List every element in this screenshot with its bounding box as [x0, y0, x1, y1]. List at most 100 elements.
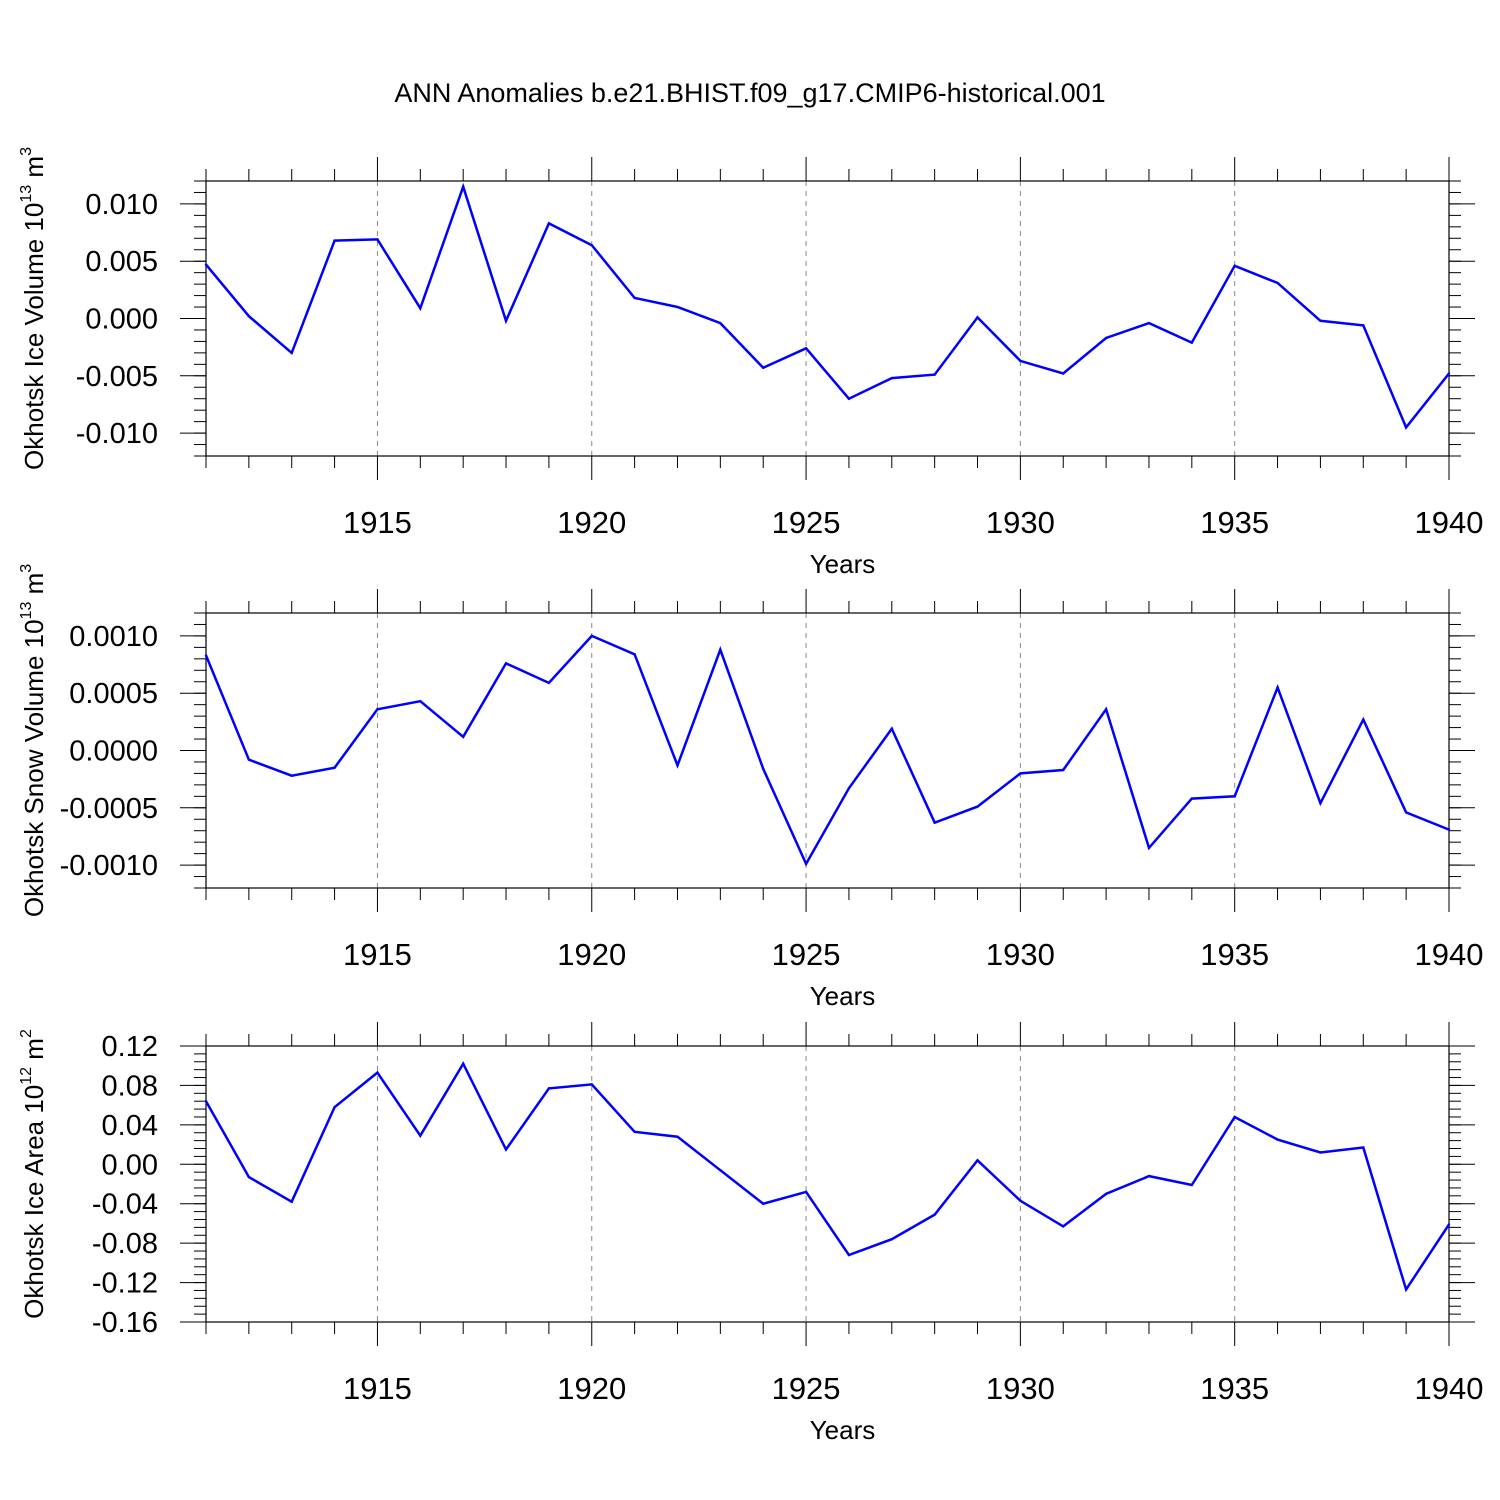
- plot-frame: [205, 180, 1450, 457]
- data-point: [762, 1202, 765, 1205]
- data-point: [633, 653, 636, 656]
- data-point: [890, 727, 893, 730]
- data-point: [933, 821, 936, 824]
- data-point: [976, 316, 979, 319]
- data-point: [1147, 846, 1151, 850]
- data-point: [976, 1159, 979, 1162]
- y-tick-label: 0.000: [85, 304, 158, 336]
- data-point: [1190, 341, 1194, 344]
- data-point: [1362, 718, 1365, 721]
- x-tick-label: 1925: [772, 505, 841, 540]
- data-point: [633, 1130, 636, 1133]
- y-tick-label: -0.005: [76, 361, 158, 393]
- data-point: [1319, 319, 1322, 322]
- data-point: [461, 1062, 465, 1065]
- data-point: [1362, 324, 1365, 327]
- data-point: [1019, 359, 1022, 363]
- y-axis-label-text: Okhotsk Ice Volume 10: [19, 203, 49, 470]
- y-axis-label-unit: m: [19, 156, 49, 185]
- y-axis-label-unit-exponent: 3: [18, 147, 35, 156]
- data-point: [1190, 1183, 1194, 1187]
- data-point: [333, 239, 336, 242]
- data-point: [547, 681, 551, 685]
- plot-frame: [205, 1045, 1450, 1323]
- data-point: [1319, 802, 1322, 805]
- y-tick-label: -0.16: [92, 1307, 158, 1339]
- x-tick-label: 1925: [772, 1371, 841, 1406]
- page-title: ANN Anomalies b.e21.BHIST.f09_g17.CMIP6-…: [394, 78, 1106, 108]
- data-point: [376, 708, 379, 711]
- data-point: [376, 1071, 379, 1074]
- x-tick-label: 1930: [986, 505, 1055, 540]
- y-tick-label: 0.0000: [69, 736, 158, 768]
- data-point: [1447, 372, 1451, 375]
- data-point: [847, 787, 851, 790]
- data-point: [676, 764, 679, 767]
- data-point: [333, 1105, 336, 1109]
- data-point: [719, 648, 722, 651]
- data-point: [204, 1100, 208, 1103]
- y-axis-label-unit: m: [19, 573, 49, 602]
- data-point: [676, 1135, 679, 1138]
- y-tick-label: -0.0010: [60, 850, 158, 882]
- data-point: [247, 315, 251, 318]
- data-point: [1062, 1225, 1065, 1228]
- data-point: [419, 1134, 422, 1137]
- data-point: [1404, 1288, 1408, 1291]
- data-point: [933, 1213, 936, 1216]
- y-axis-label-exponent: 13: [18, 185, 35, 203]
- data-point: [1104, 336, 1108, 340]
- data-point: [290, 774, 293, 777]
- data-point: [933, 373, 936, 376]
- y-tick-label: -0.0005: [60, 793, 158, 825]
- data-point: [1362, 1146, 1365, 1149]
- data-point: [1019, 1199, 1022, 1202]
- data-point: [1104, 1192, 1108, 1196]
- chart-panel-2: 0.0010 0.0005 0.0000 -0.0005 -0.0010 1915 1920…: [18, 564, 1483, 1011]
- data-point: [504, 1148, 508, 1151]
- data-point: [590, 634, 593, 638]
- data-point: [1062, 372, 1065, 375]
- data-point: [804, 1190, 808, 1194]
- data-point: [1447, 828, 1451, 831]
- y-tick-label: 0.005: [85, 246, 158, 278]
- x-tick-label: 1940: [1415, 937, 1484, 972]
- data-point: [247, 758, 251, 761]
- data-point: [719, 321, 722, 325]
- data-point: [461, 735, 465, 738]
- y-axis-label: Okhotsk Snow Volume 1013 m3: [18, 564, 49, 917]
- x-tick-label: 1940: [1415, 505, 1484, 540]
- data-point: [461, 185, 465, 188]
- data-point: [1104, 708, 1108, 711]
- y-tick-label: -0.12: [92, 1268, 158, 1300]
- x-tick-label: 1930: [986, 937, 1055, 972]
- x-tick-label: 1915: [343, 505, 412, 540]
- data-point: [1233, 1115, 1236, 1119]
- data-point: [204, 263, 208, 266]
- data-point: [804, 347, 808, 350]
- y-tick-label: -0.010: [76, 418, 158, 450]
- data-point: [290, 351, 293, 355]
- data-point: [590, 1083, 593, 1086]
- data-point: [1276, 281, 1279, 285]
- data-point: [290, 1200, 293, 1203]
- data-point: [1190, 797, 1194, 800]
- data-point: [590, 243, 593, 247]
- series-line: [204, 634, 1450, 867]
- x-tick-label: 1925: [772, 937, 841, 972]
- data-point: [1233, 264, 1236, 267]
- y-tick-label: 0.00: [102, 1149, 158, 1181]
- x-tick-label: 1920: [557, 937, 626, 972]
- y-axis-label: Okhotsk Ice Area 1012 m2: [18, 1029, 49, 1319]
- x-tick-label: 1930: [986, 1371, 1055, 1406]
- x-tick-label: 1935: [1200, 937, 1269, 972]
- chart-panel-3: 0.12 0.08 0.04 0.00 -0.04 -0.08 -0.12 -0.16 1915…: [18, 1022, 1483, 1445]
- x-axis-label: Years: [810, 549, 876, 579]
- data-point: [890, 1238, 893, 1241]
- data-point: [1319, 1151, 1322, 1154]
- data-point: [204, 654, 208, 657]
- y-tick-label: 0.12: [102, 1031, 158, 1063]
- y-tick-label: 0.08: [102, 1070, 158, 1102]
- x-tick-label: 1915: [343, 1371, 412, 1406]
